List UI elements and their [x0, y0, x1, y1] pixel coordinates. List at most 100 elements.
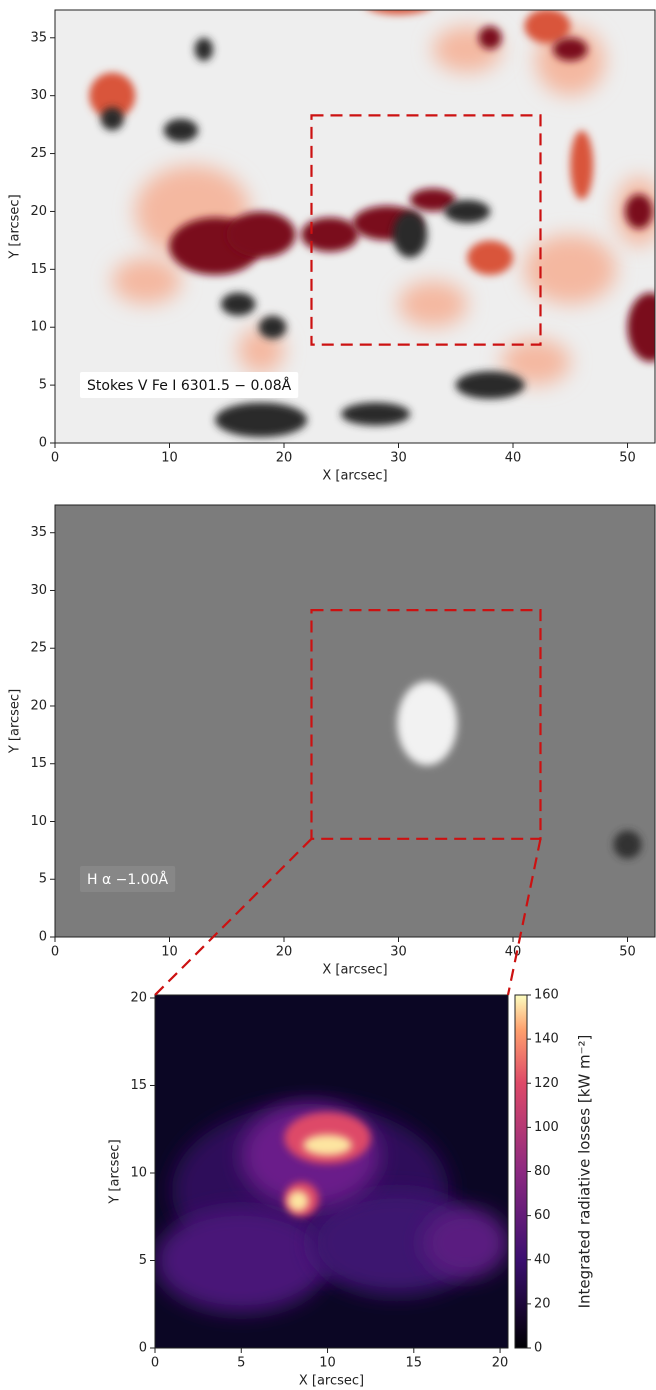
x-axis-label: X [arcsec]: [299, 1374, 364, 1389]
texture: [194, 37, 214, 61]
colorbar-tick-label: 140: [534, 1032, 559, 1047]
colorbar-tick-label: 160: [534, 988, 559, 1003]
texture: [524, 234, 617, 304]
x-tick-label: 20: [276, 451, 293, 466]
annotation: Stokes V Fe I 6301.5 − 0.08Å: [87, 377, 292, 394]
x-tick-label: 15: [406, 1356, 423, 1371]
image-background: [55, 505, 655, 937]
zoom-connector: [506, 838, 542, 996]
x-tick-label: 40: [505, 945, 522, 960]
texture: [524, 10, 571, 44]
y-tick-label: 35: [30, 30, 47, 45]
image-panel: [55, 505, 655, 937]
x-axis-label: X [arcsec]: [322, 963, 387, 978]
texture: [163, 118, 199, 142]
colorbar-tick-label: 80: [534, 1164, 551, 1179]
y-tick-label: 20: [30, 204, 47, 219]
texture: [238, 327, 285, 374]
x-tick-label: 50: [619, 451, 636, 466]
texture: [112, 257, 182, 304]
texture: [455, 371, 525, 399]
annotation-background: [80, 866, 176, 892]
texture: [258, 315, 287, 339]
annotation: H α −1.00Å: [87, 871, 169, 888]
annotation-background: [80, 372, 299, 398]
y-tick-label: 35: [30, 525, 47, 540]
texture: [215, 402, 308, 438]
x-axis-label: X [arcsec]: [322, 469, 387, 484]
y-tick-label: 0: [39, 436, 47, 451]
texture: [409, 188, 456, 212]
texture: [553, 37, 588, 61]
x-tick-label: 20: [492, 1356, 509, 1371]
x-tick-label: 30: [390, 451, 407, 466]
axes-frame: [54, 504, 656, 938]
colorbar-label: Integrated radiative losses [kW m⁻²]: [576, 1035, 594, 1309]
x-tick-label: 10: [161, 945, 178, 960]
texture: [625, 194, 653, 229]
y-axis-label: Y [arcsec]: [108, 1139, 123, 1204]
texture: [535, 26, 605, 96]
y-tick-label: 10: [130, 1165, 147, 1180]
texture: [100, 107, 124, 131]
y-axis-label: Y [arcsec]: [8, 689, 23, 754]
y-tick-label: 15: [130, 1078, 147, 1093]
texture: [422, 1208, 508, 1278]
y-tick-label: 5: [39, 872, 47, 887]
x-tick-label: 40: [505, 451, 522, 466]
colorbar: [514, 994, 528, 1349]
texture: [155, 1208, 328, 1313]
region-box: [310, 114, 542, 346]
texture: [467, 240, 514, 276]
texture: [398, 281, 468, 328]
texture: [341, 402, 411, 426]
x-tick-label: 10: [319, 1356, 336, 1371]
y-axis-label: Y [arcsec]: [8, 194, 23, 259]
texture: [613, 830, 642, 859]
image-panel: [155, 995, 508, 1348]
texture: [444, 199, 491, 223]
texture: [371, 10, 426, 15]
y-tick-label: 25: [30, 146, 47, 161]
texture: [501, 338, 571, 385]
colorbar-tick-label: 20: [534, 1296, 551, 1311]
texture: [627, 292, 655, 362]
region-box: [310, 609, 542, 840]
texture: [89, 72, 136, 119]
y-tick-label: 10: [30, 814, 47, 829]
x-tick-label: 50: [619, 945, 636, 960]
y-tick-label: 25: [30, 641, 47, 656]
y-tick-label: 20: [30, 698, 47, 713]
texture: [220, 292, 256, 316]
x-tick-label: 20: [276, 945, 293, 960]
colorbar-tick-label: 0: [534, 1341, 542, 1356]
y-tick-label: 30: [30, 583, 47, 598]
colorbar-tick-label: 40: [534, 1252, 551, 1267]
y-tick-label: 5: [139, 1253, 147, 1268]
y-tick-label: 15: [30, 756, 47, 771]
axes-frame: [154, 994, 509, 1349]
x-tick-label: 0: [51, 945, 59, 960]
x-tick-label: 30: [390, 945, 407, 960]
x-tick-label: 0: [151, 1356, 159, 1371]
axes-frame: [54, 9, 656, 444]
x-tick-label: 10: [161, 451, 178, 466]
texture: [570, 130, 594, 200]
image-panel: [55, 10, 655, 443]
colorbar-tick-label: 100: [534, 1120, 559, 1135]
y-tick-label: 10: [30, 320, 47, 335]
y-tick-label: 30: [30, 88, 47, 103]
x-tick-label: 0: [51, 451, 59, 466]
texture: [397, 681, 458, 766]
colorbar-tick-label: 60: [534, 1208, 551, 1223]
y-tick-label: 20: [130, 990, 147, 1005]
y-tick-label: 0: [39, 930, 47, 945]
y-tick-label: 15: [30, 262, 47, 277]
texture: [303, 1134, 352, 1156]
x-tick-label: 5: [237, 1356, 245, 1371]
colorbar-tick-label: 120: [534, 1076, 559, 1091]
texture: [301, 217, 359, 252]
texture: [226, 211, 296, 258]
